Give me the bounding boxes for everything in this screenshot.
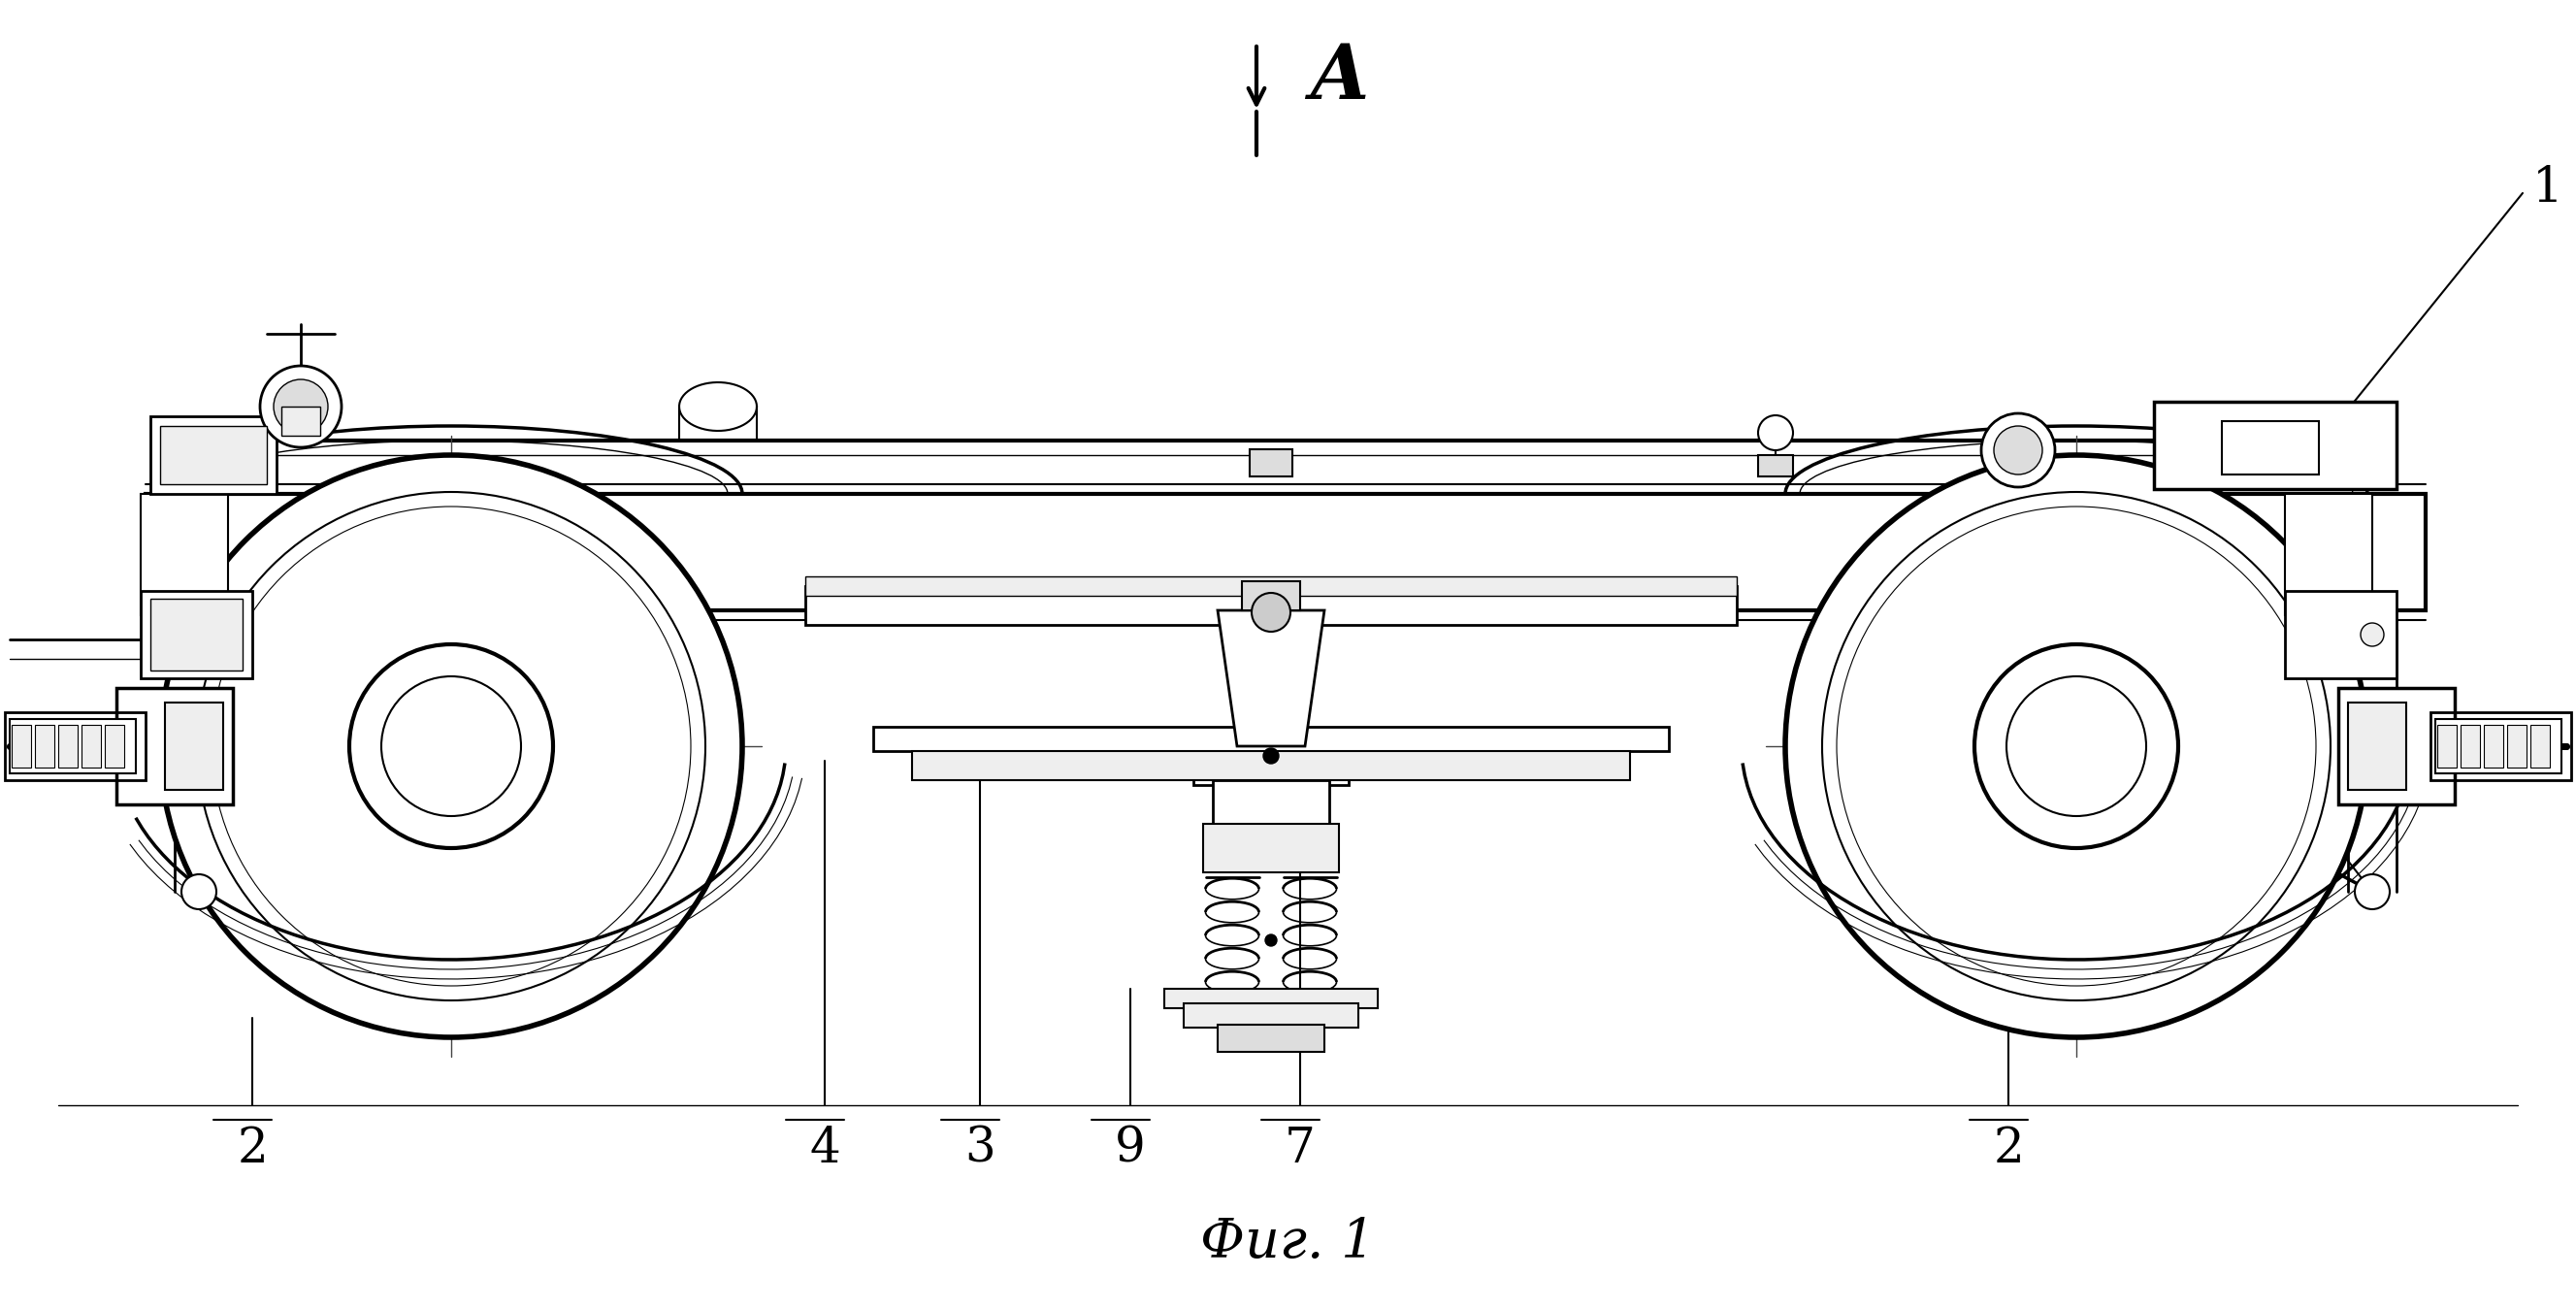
Text: 7: 7 <box>1285 1124 1316 1173</box>
Bar <box>2460 725 2481 767</box>
Bar <box>1242 581 1301 610</box>
Bar <box>1185 1003 1358 1028</box>
Circle shape <box>1262 749 1278 763</box>
Circle shape <box>1821 492 2331 1000</box>
Bar <box>82 725 100 767</box>
Bar <box>149 416 276 493</box>
Circle shape <box>273 380 327 433</box>
Text: 9: 9 <box>1115 1124 1146 1173</box>
Circle shape <box>160 456 742 1037</box>
Text: 4: 4 <box>809 1124 840 1173</box>
Bar <box>2530 725 2550 767</box>
Text: 2: 2 <box>237 1124 268 1173</box>
Circle shape <box>350 644 554 848</box>
Bar <box>2285 493 2372 615</box>
Circle shape <box>1837 507 2316 986</box>
Bar <box>142 590 252 678</box>
Bar <box>36 725 54 767</box>
Bar <box>5 712 144 780</box>
Bar <box>13 725 31 767</box>
Bar <box>116 689 232 805</box>
Bar <box>2434 719 2561 774</box>
Circle shape <box>180 874 216 910</box>
Bar <box>1203 823 1340 872</box>
Circle shape <box>381 677 520 816</box>
Bar <box>1218 1025 1324 1052</box>
Text: 1: 1 <box>2532 164 2563 212</box>
Bar <box>142 493 229 615</box>
Text: A: A <box>1309 41 1368 115</box>
Bar <box>2347 703 2406 789</box>
Circle shape <box>211 507 690 986</box>
Circle shape <box>2360 623 2383 647</box>
Bar <box>2506 725 2527 767</box>
Bar <box>2223 421 2318 474</box>
Circle shape <box>1785 456 2367 1037</box>
Bar <box>144 493 2427 610</box>
Bar <box>2339 689 2455 805</box>
Bar <box>873 726 1669 751</box>
Bar <box>165 703 224 789</box>
Bar <box>149 598 242 670</box>
Bar <box>1249 449 1293 476</box>
Bar <box>806 576 1736 596</box>
Bar <box>2437 725 2458 767</box>
Bar <box>281 407 319 436</box>
Bar <box>1757 456 1793 476</box>
Bar <box>160 425 268 484</box>
Circle shape <box>2354 874 2391 910</box>
Bar <box>2285 590 2396 678</box>
Bar <box>2483 725 2504 767</box>
Bar <box>10 719 137 774</box>
Bar <box>1193 741 1350 785</box>
Circle shape <box>196 492 706 1000</box>
Circle shape <box>188 623 211 647</box>
Bar <box>1213 780 1329 829</box>
Circle shape <box>1994 425 2043 474</box>
Bar <box>806 586 1736 624</box>
Circle shape <box>1265 935 1278 946</box>
Text: 2: 2 <box>1994 1124 2025 1173</box>
Circle shape <box>260 365 343 448</box>
Polygon shape <box>1218 610 1324 746</box>
Circle shape <box>1981 414 2056 487</box>
Bar <box>912 751 1631 780</box>
Bar <box>2154 402 2396 490</box>
Bar <box>59 725 77 767</box>
Bar <box>1164 988 1378 1008</box>
Text: 3: 3 <box>963 1124 994 1173</box>
Bar <box>2432 712 2571 780</box>
Circle shape <box>1757 415 1793 450</box>
Circle shape <box>1252 593 1291 632</box>
Circle shape <box>1973 644 2179 848</box>
Bar <box>106 725 124 767</box>
Text: Фиг. 1: Фиг. 1 <box>1200 1216 1376 1270</box>
Circle shape <box>2007 677 2146 816</box>
